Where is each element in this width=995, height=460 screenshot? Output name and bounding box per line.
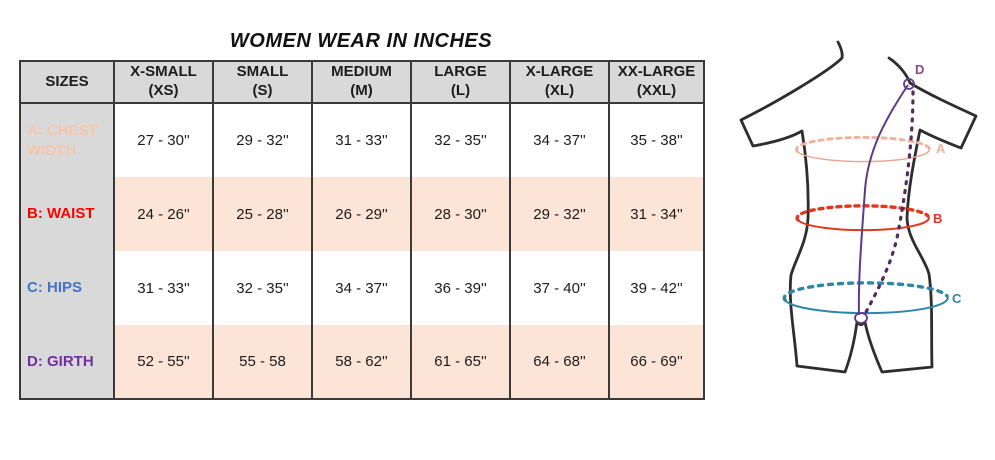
- row-label-chest-width: A: CHEST WIDTH: [19, 103, 114, 177]
- hips-ellipse-front-solid: [784, 295, 949, 315]
- header-xlarge: X-LARGE (XL): [509, 61, 609, 104]
- hips-label-c: C: [952, 291, 962, 306]
- chest-ellipse-front-solid: [796, 147, 931, 163]
- header-size-name: SMALL: [236, 63, 289, 81]
- header-size-abbr: (XL): [544, 82, 575, 99]
- size-cell: 66 - 69'': [608, 325, 704, 399]
- measurement-diagram: A B C D: [726, 12, 995, 446]
- size-cell: 34 - 37'': [509, 103, 609, 177]
- size-cell: 61 - 65'': [410, 325, 510, 399]
- size-cell: 64 - 68'': [509, 325, 609, 399]
- header-xxlarge: XX-LARGE (XXL): [608, 61, 704, 104]
- header-size-abbr: (S): [252, 82, 273, 99]
- header-size-name: X-LARGE: [525, 63, 594, 81]
- size-cell: 29 - 32'': [509, 177, 609, 251]
- size-cell: 52 - 55'': [113, 325, 213, 399]
- header-size-abbr: (XXL): [636, 82, 677, 99]
- table-row-chest-width: A: CHEST WIDTH 27 - 30'' 29 - 32'' 31 - …: [19, 103, 704, 177]
- header-row: SIZES X-SMALL (XS) SMALL (S) MEDIUM (M) …: [19, 61, 704, 104]
- size-cell: 34 - 37'': [311, 251, 411, 325]
- size-cell: 39 - 42'': [608, 251, 704, 325]
- waist-ellipse-front-solid: [797, 215, 930, 232]
- corner-header-sizes: SIZES: [19, 61, 114, 104]
- header-size-name: XX-LARGE: [617, 63, 696, 81]
- size-cell: 36 - 39'': [410, 251, 510, 325]
- header-small: SMALL (S): [212, 61, 312, 104]
- size-cell: 32 - 35'': [212, 251, 312, 325]
- chest-ellipse-back-dashed: [795, 135, 931, 153]
- header-xsmall: X-SMALL (XS): [113, 61, 213, 104]
- size-cell: 29 - 32'': [212, 103, 312, 177]
- table-row-waist: B: WAIST 24 - 26'' 25 - 28'' 26 - 29'' 2…: [19, 177, 704, 251]
- size-chart-table: SIZES X-SMALL (XS) SMALL (S) MEDIUM (M) …: [19, 60, 705, 400]
- size-cell: 31 - 33'': [113, 251, 213, 325]
- header-large: LARGE (L): [410, 61, 510, 104]
- size-cell: 31 - 34'': [608, 177, 704, 251]
- header-size-name: MEDIUM: [331, 63, 392, 81]
- size-cell: 58 - 62'': [311, 325, 411, 399]
- size-cell: 32 - 35'': [410, 103, 510, 177]
- size-cell: 35 - 38'': [608, 103, 704, 177]
- bodysuit-outline-left: [739, 40, 859, 374]
- row-label-girth: D: GIRTH: [19, 325, 114, 399]
- girth-front-solid: [857, 84, 909, 316]
- girth-back-dashed: [862, 90, 915, 318]
- waist-measure-ellipse: [795, 204, 930, 232]
- girth-label-d: D: [915, 62, 924, 77]
- page-title: WOMEN WEAR IN INCHES: [229, 30, 493, 52]
- waist-ellipse-back-dashed: [795, 204, 930, 222]
- header-size-abbr: (XS): [148, 82, 179, 99]
- girth-crotch-loop: [854, 312, 868, 324]
- bodysuit-outline-right: [863, 56, 978, 374]
- girth-measure-loop: [854, 78, 915, 324]
- size-cell: 28 - 30'': [410, 177, 510, 251]
- header-size-name: X-SMALL: [130, 63, 197, 81]
- chest-label-a: A: [936, 141, 946, 156]
- size-cell: 24 - 26'': [113, 177, 213, 251]
- header-size-name: LARGE: [434, 63, 487, 81]
- size-cell: 31 - 33'': [311, 103, 411, 177]
- size-cell: 37 - 40'': [509, 251, 609, 325]
- hips-ellipse-back-dashed: [782, 281, 949, 302]
- size-cell: 55 - 58: [212, 325, 312, 399]
- size-cell: 25 - 28'': [212, 177, 312, 251]
- hips-measure-ellipse: [782, 281, 949, 315]
- girth-shoulder-loop: [903, 78, 915, 90]
- table-row-girth: D: GIRTH 52 - 55'' 55 - 58 58 - 62'' 61 …: [19, 325, 704, 399]
- chest-measure-ellipse: [795, 135, 931, 163]
- header-size-abbr: (M): [350, 82, 373, 99]
- size-cell: 27 - 30'': [113, 103, 213, 177]
- header-size-abbr: (L): [450, 82, 471, 99]
- size-cell: 26 - 29'': [311, 177, 411, 251]
- header-medium: MEDIUM (M): [311, 61, 411, 104]
- table-row-hips: C: HIPS 31 - 33'' 32 - 35'' 34 - 37'' 36…: [19, 251, 704, 325]
- waist-label-b: B: [933, 211, 942, 226]
- row-label-hips: C: HIPS: [19, 251, 114, 325]
- bodysuit-outline: [739, 40, 978, 374]
- row-label-waist: B: WAIST: [19, 177, 114, 251]
